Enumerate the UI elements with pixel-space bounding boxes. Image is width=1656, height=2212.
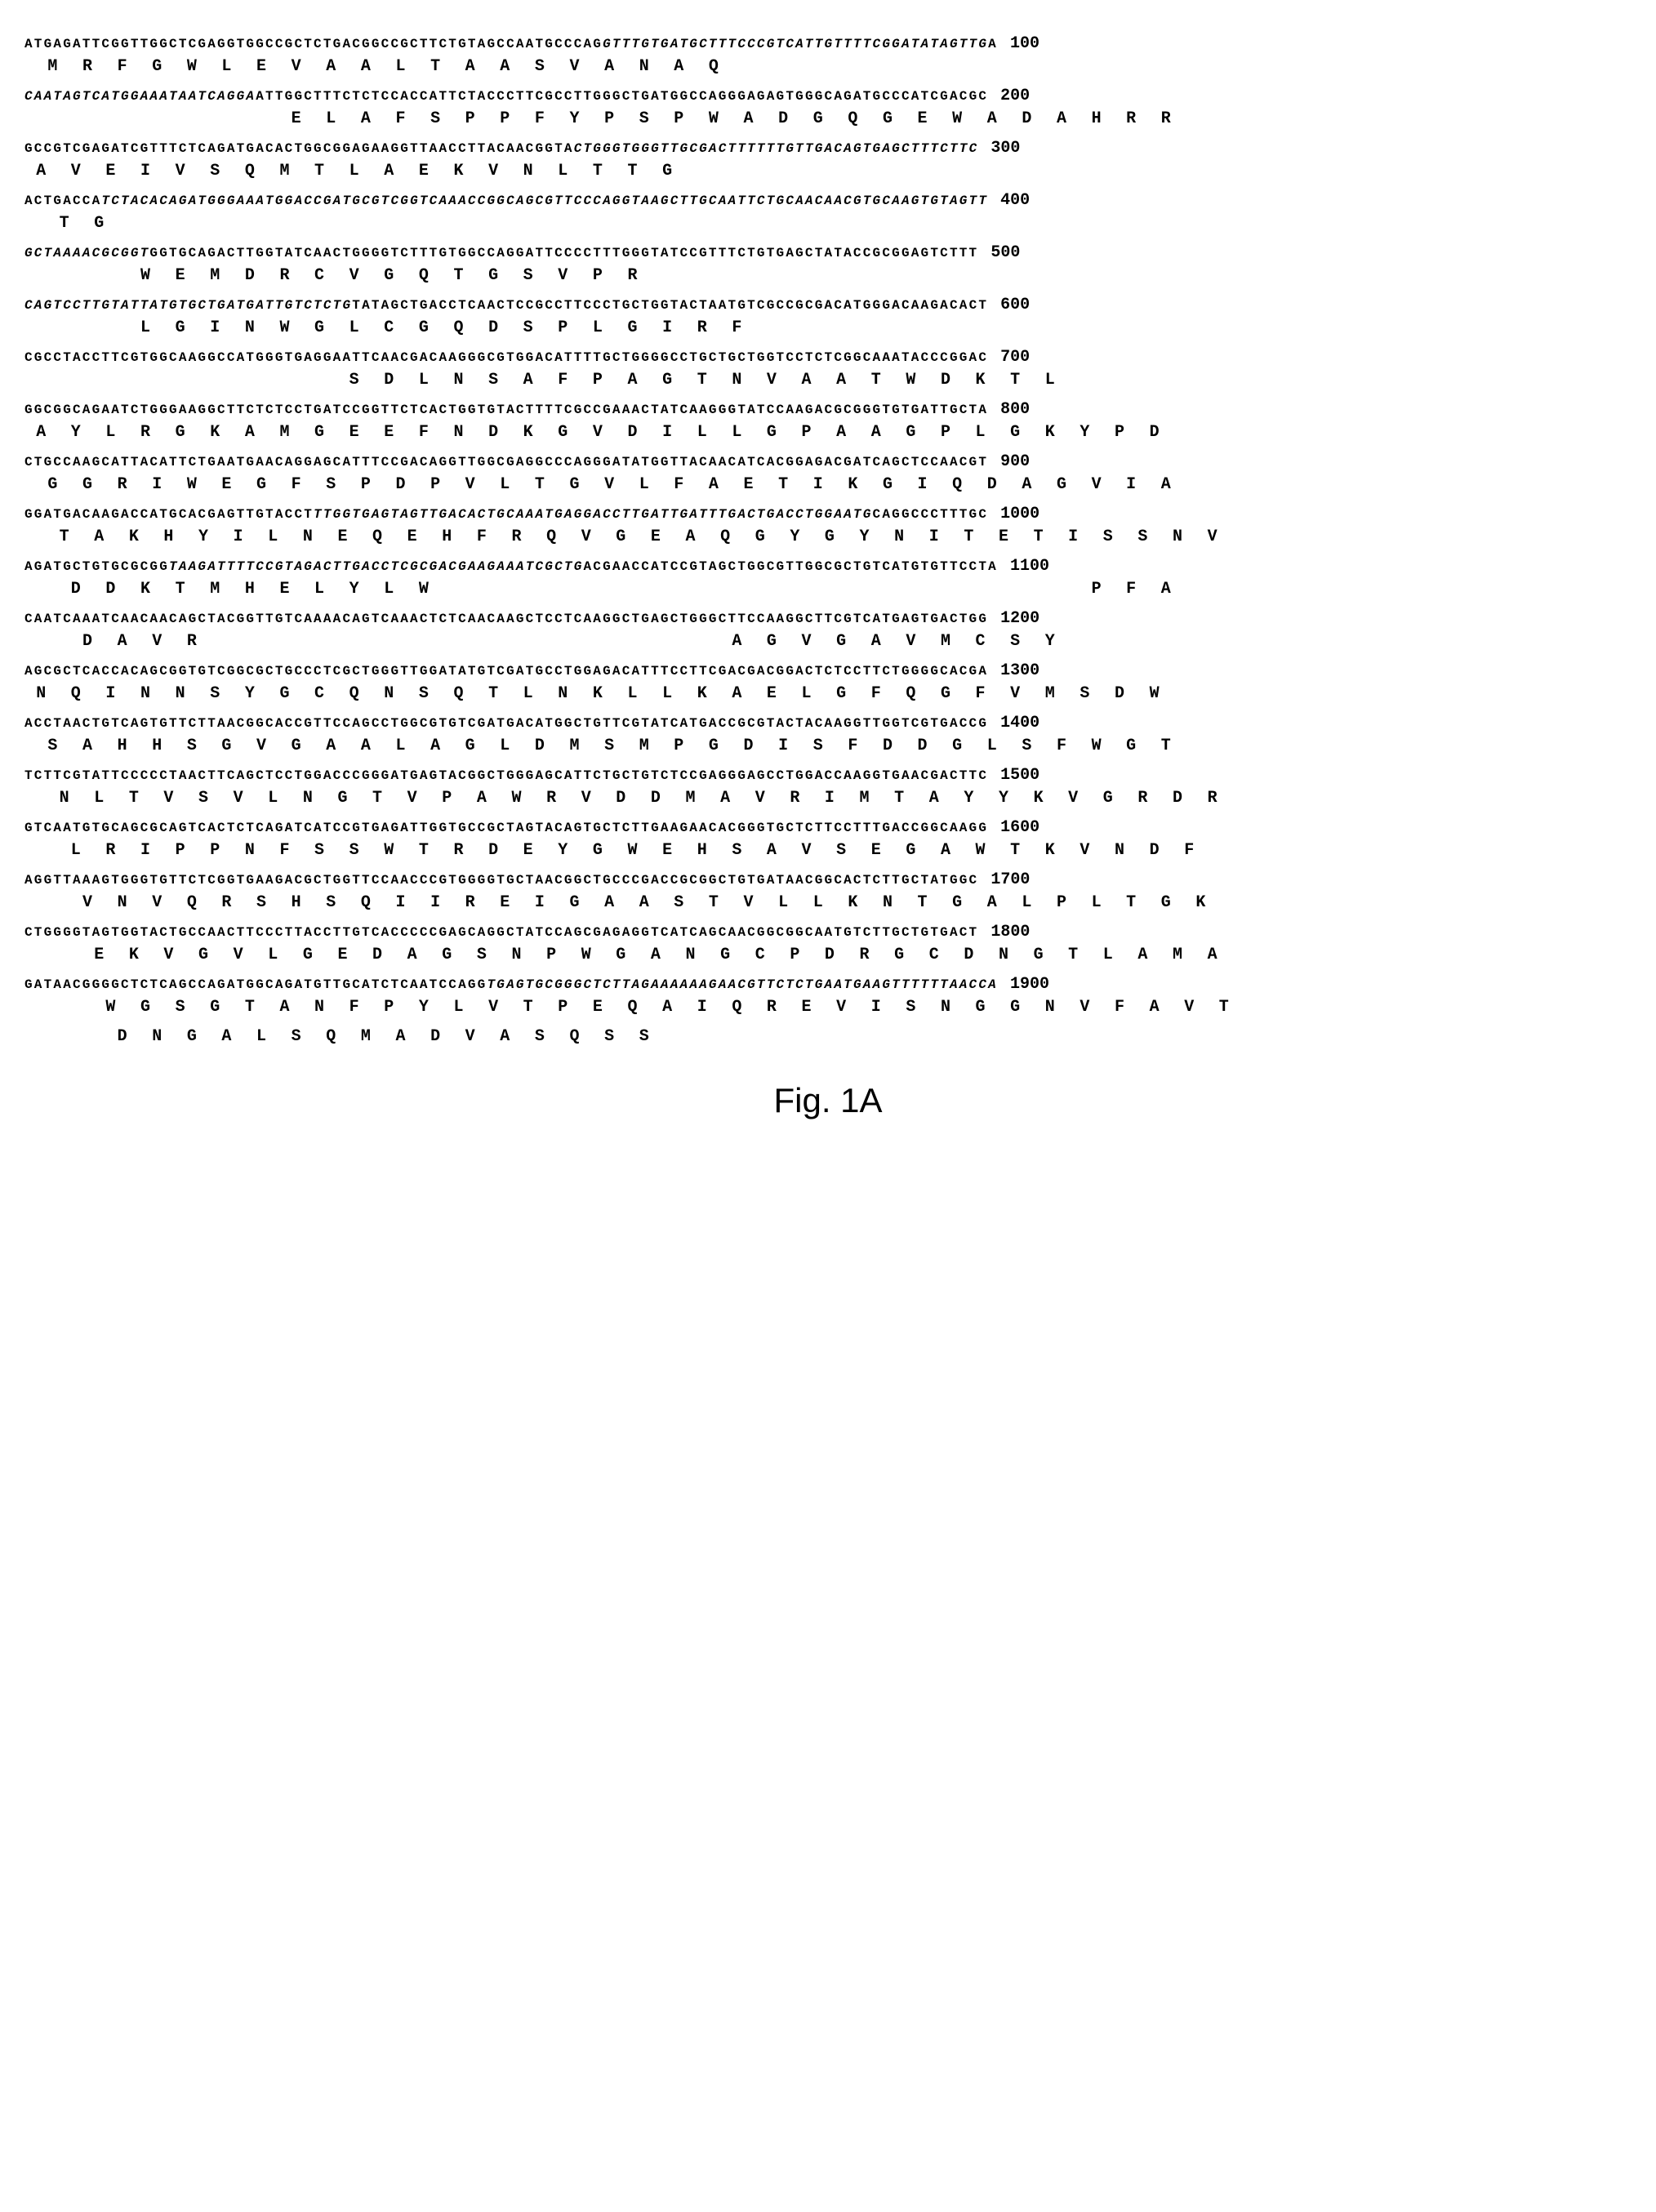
dna-line: GGATGACAAGACCATGCACGAGTTGTACCTTTGGTGAGTA… [24,503,1632,526]
dna-line: GGCGGCAGAATCTGGGAAGGCTTCTCTCCTGATCCGGTTC… [24,398,1632,421]
dna-sequence: GATAACGGGGCTCTCAGCCAGATGGCAGATGTTGCATCTC… [24,976,998,994]
protein-sequence: W G S G T A N F P Y L V T P E Q A I Q R … [24,996,1632,1019]
dna-line: AGGTTAAAGTGGGTGTTCTCGGTGAAGACGCTGGTTCCAA… [24,869,1632,892]
sequence-block: ATGAGATTCGGTTGGCTCGAGGTGGCCGCTCTGACGGCCG… [24,33,1632,78]
dna-sequence: CTGCCAAGCATTACATTCTGAATGAACAGGAGCATTTCCG… [24,453,988,471]
dna-sequence: CAGTCCTTGTATTATGTGCTGATGATTGTCTCTGTATAGC… [24,296,988,314]
dna-sequence: GGATGACAAGACCATGCACGAGTTGTACCTTTGGTGAGTA… [24,505,988,523]
dna-sequence: AGCGCTCACCACAGCGGTGTCGGCGCTGCCCTCGCTGGGT… [24,662,988,680]
dna-line: ACCTAACTGTCAGTGTTCTTAACGGCACCGTTCCAGCCTG… [24,712,1632,735]
protein-sequence: N Q I N N S Y G C Q N S Q T L N K L L K … [24,683,1632,705]
protein-sequence: W E M D R C V G Q T G S V P R [24,265,1632,287]
sequence-block: ACCTAACTGTCAGTGTTCTTAACGGCACCGTTCCAGCCTG… [24,712,1632,758]
position-number: 800 [1000,398,1030,421]
dna-line: ATGAGATTCGGTTGGCTCGAGGTGGCCGCTCTGACGGCCG… [24,33,1632,56]
protein-sequence: T A K H Y I L N E Q E H F R Q V G E A Q … [24,526,1632,549]
position-number: 1900 [1010,973,1049,996]
protein-sequence: V N V Q R S H S Q I I R E I G A A S T V … [24,892,1632,915]
position-number: 1700 [990,869,1030,892]
sequence-block: GCTAAAACGCGGTGGTGCAGACTTGGTATCAACTGGGGTC… [24,242,1632,287]
dna-line: GCCGTCGAGATCGTTTCTCAGATGACACTGGCGGAGAAGG… [24,137,1632,160]
protein-sequence: L R I P P N F S S W T R D E Y G W E H S … [24,839,1632,862]
protein-sequence: E K V G V L G E D A G S N P W G A N G C … [24,944,1632,967]
dna-sequence: GCTAAAACGCGGTGGTGCAGACTTGGTATCAACTGGGGTC… [24,244,978,262]
sequence-block: AGATGCTGTGCGCGGTAAGATTTTCCGTAGACTTGACCTC… [24,555,1632,601]
position-number: 1100 [1010,555,1049,578]
position-number: 200 [1000,85,1030,108]
protein-sequence: A V E I V S Q M T L A E K V N L T T G [24,160,1632,183]
protein-sequence: S D L N S A F P A G T N V A A T W D K T … [24,369,1632,392]
dna-line: CAATCAAATCAACAACAGCTACGGTTGTCAAAACAGTCAA… [24,608,1632,630]
sequence-block: D N G A L S Q M A D V A S Q S S [24,1026,1632,1048]
dna-line: CAATAGTCATGGAAATAATCAGGAATTGGCTTTCTCTCCA… [24,85,1632,108]
dna-line: GTCAATGTGCAGCGCAGTCACTCTCAGATCATCCGTGAGA… [24,817,1632,839]
sequence-block: GGATGACAAGACCATGCACGAGTTGTACCTTTGGTGAGTA… [24,503,1632,549]
position-number: 1300 [1000,660,1039,683]
position-number: 600 [1000,294,1030,317]
sequence-block: CAATAGTCATGGAAATAATCAGGAATTGGCTTTCTCTCCA… [24,85,1632,131]
dna-line: CAGTCCTTGTATTATGTGCTGATGATTGTCTCTGTATAGC… [24,294,1632,317]
sequence-block: CTGCCAAGCATTACATTCTGAATGAACAGGAGCATTTCCG… [24,451,1632,496]
position-number: 1000 [1000,503,1039,526]
protein-sequence: L G I N W G L C G Q D S P L G I R F [24,317,1632,340]
protein-sequence: D D K T M H E L Y L W P F A [24,578,1632,601]
protein-sequence: N L T V S V L N G T V P A W R V D D M A … [24,787,1632,810]
position-number: 1800 [990,921,1030,944]
position-number: 1200 [1000,608,1039,630]
protein-sequence: D N G A L S Q M A D V A S Q S S [24,1026,1632,1048]
sequence-block: ACTGACCATCTACACAGATGGGAAATGGACCGATGCGTCG… [24,189,1632,235]
protein-sequence: S A H H S G V G A A L A G L D M S M P G … [24,735,1632,758]
dna-line: GATAACGGGGCTCTCAGCCAGATGGCAGATGTTGCATCTC… [24,973,1632,996]
sequence-block: CTGGGGTAGTGGTACTGCCAACTTCCCTTACCTTGTCACC… [24,921,1632,967]
dna-sequence: ACTGACCATCTACACAGATGGGAAATGGACCGATGCGTCG… [24,192,988,210]
dna-sequence: AGGTTAAAGTGGGTGTTCTCGGTGAAGACGCTGGTTCCAA… [24,871,978,889]
dna-line: GCTAAAACGCGGTGGTGCAGACTTGGTATCAACTGGGGTC… [24,242,1632,265]
dna-line: CTGCCAAGCATTACATTCTGAATGAACAGGAGCATTTCCG… [24,451,1632,474]
sequence-block: TCTTCGTATTCCCCCTAACTTCAGCTCCTGGACCCGGGAT… [24,764,1632,810]
dna-sequence: CTGGGGTAGTGGTACTGCCAACTTCCCTTACCTTGTCACC… [24,924,978,941]
protein-sequence: A Y L R G K A M G E E F N D K G V D I L … [24,421,1632,444]
position-number: 900 [1000,451,1030,474]
protein-sequence: E L A F S P P F Y P S P W A D G Q G E W … [24,108,1632,131]
dna-sequence: CAATAGTCATGGAAATAATCAGGAATTGGCTTTCTCTCCA… [24,87,988,105]
dna-sequence: GTCAATGTGCAGCGCAGTCACTCTCAGATCATCCGTGAGA… [24,819,988,837]
protein-sequence: D A V R A G V G A V M C S Y [24,630,1632,653]
dna-sequence: GCCGTCGAGATCGTTTCTCAGATGACACTGGCGGAGAAGG… [24,140,978,158]
sequence-block: GGCGGCAGAATCTGGGAAGGCTTCTCTCCTGATCCGGTTC… [24,398,1632,444]
protein-sequence: T G [24,212,1632,235]
sequence-block: CAATCAAATCAACAACAGCTACGGTTGTCAAAACAGTCAA… [24,608,1632,653]
dna-sequence: TCTTCGTATTCCCCCTAACTTCAGCTCCTGGACCCGGGAT… [24,767,988,785]
sequence-block: GTCAATGTGCAGCGCAGTCACTCTCAGATCATCCGTGAGA… [24,817,1632,862]
figure-label: Fig. 1A [24,1081,1632,1120]
dna-line: AGCGCTCACCACAGCGGTGTCGGCGCTGCCCTCGCTGGGT… [24,660,1632,683]
sequence-block: CAGTCCTTGTATTATGTGCTGATGATTGTCTCTGTATAGC… [24,294,1632,340]
dna-line: AGATGCTGTGCGCGGTAAGATTTTCCGTAGACTTGACCTC… [24,555,1632,578]
protein-sequence: G G R I W E G F S P D P V L T G V L F A … [24,474,1632,496]
dna-sequence: ATGAGATTCGGTTGGCTCGAGGTGGCCGCTCTGACGGCCG… [24,35,998,53]
position-number: 500 [990,242,1020,265]
position-number: 700 [1000,346,1030,369]
dna-line: CGCCTACCTTCGTGGCAAGGCCATGGGTGAGGAATTCAAC… [24,346,1632,369]
dna-sequence: AGATGCTGTGCGCGGTAAGATTTTCCGTAGACTTGACCTC… [24,558,998,576]
protein-sequence: M R F G W L E V A A L T A A S V A N A Q [24,56,1632,78]
sequence-block: GATAACGGGGCTCTCAGCCAGATGGCAGATGTTGCATCTC… [24,973,1632,1019]
sequence-block: AGGTTAAAGTGGGTGTTCTCGGTGAAGACGCTGGTTCCAA… [24,869,1632,915]
sequence-block: GCCGTCGAGATCGTTTCTCAGATGACACTGGCGGAGAAGG… [24,137,1632,183]
sequence-block: AGCGCTCACCACAGCGGTGTCGGCGCTGCCCTCGCTGGGT… [24,660,1632,705]
position-number: 100 [1010,33,1039,56]
dna-sequence: CAATCAAATCAACAACAGCTACGGTTGTCAAAACAGTCAA… [24,610,988,628]
dna-line: CTGGGGTAGTGGTACTGCCAACTTCCCTTACCTTGTCACC… [24,921,1632,944]
position-number: 1400 [1000,712,1039,735]
dna-line: TCTTCGTATTCCCCCTAACTTCAGCTCCTGGACCCGGGAT… [24,764,1632,787]
position-number: 400 [1000,189,1030,212]
dna-sequence: ACCTAACTGTCAGTGTTCTTAACGGCACCGTTCCAGCCTG… [24,714,988,732]
position-number: 1500 [1000,764,1039,787]
dna-sequence: GGCGGCAGAATCTGGGAAGGCTTCTCTCCTGATCCGGTTC… [24,401,988,419]
position-number: 1600 [1000,817,1039,839]
position-number: 300 [990,137,1020,160]
dna-sequence: CGCCTACCTTCGTGGCAAGGCCATGGGTGAGGAATTCAAC… [24,349,988,367]
dna-line: ACTGACCATCTACACAGATGGGAAATGGACCGATGCGTCG… [24,189,1632,212]
sequence-block: CGCCTACCTTCGTGGCAAGGCCATGGGTGAGGAATTCAAC… [24,346,1632,392]
